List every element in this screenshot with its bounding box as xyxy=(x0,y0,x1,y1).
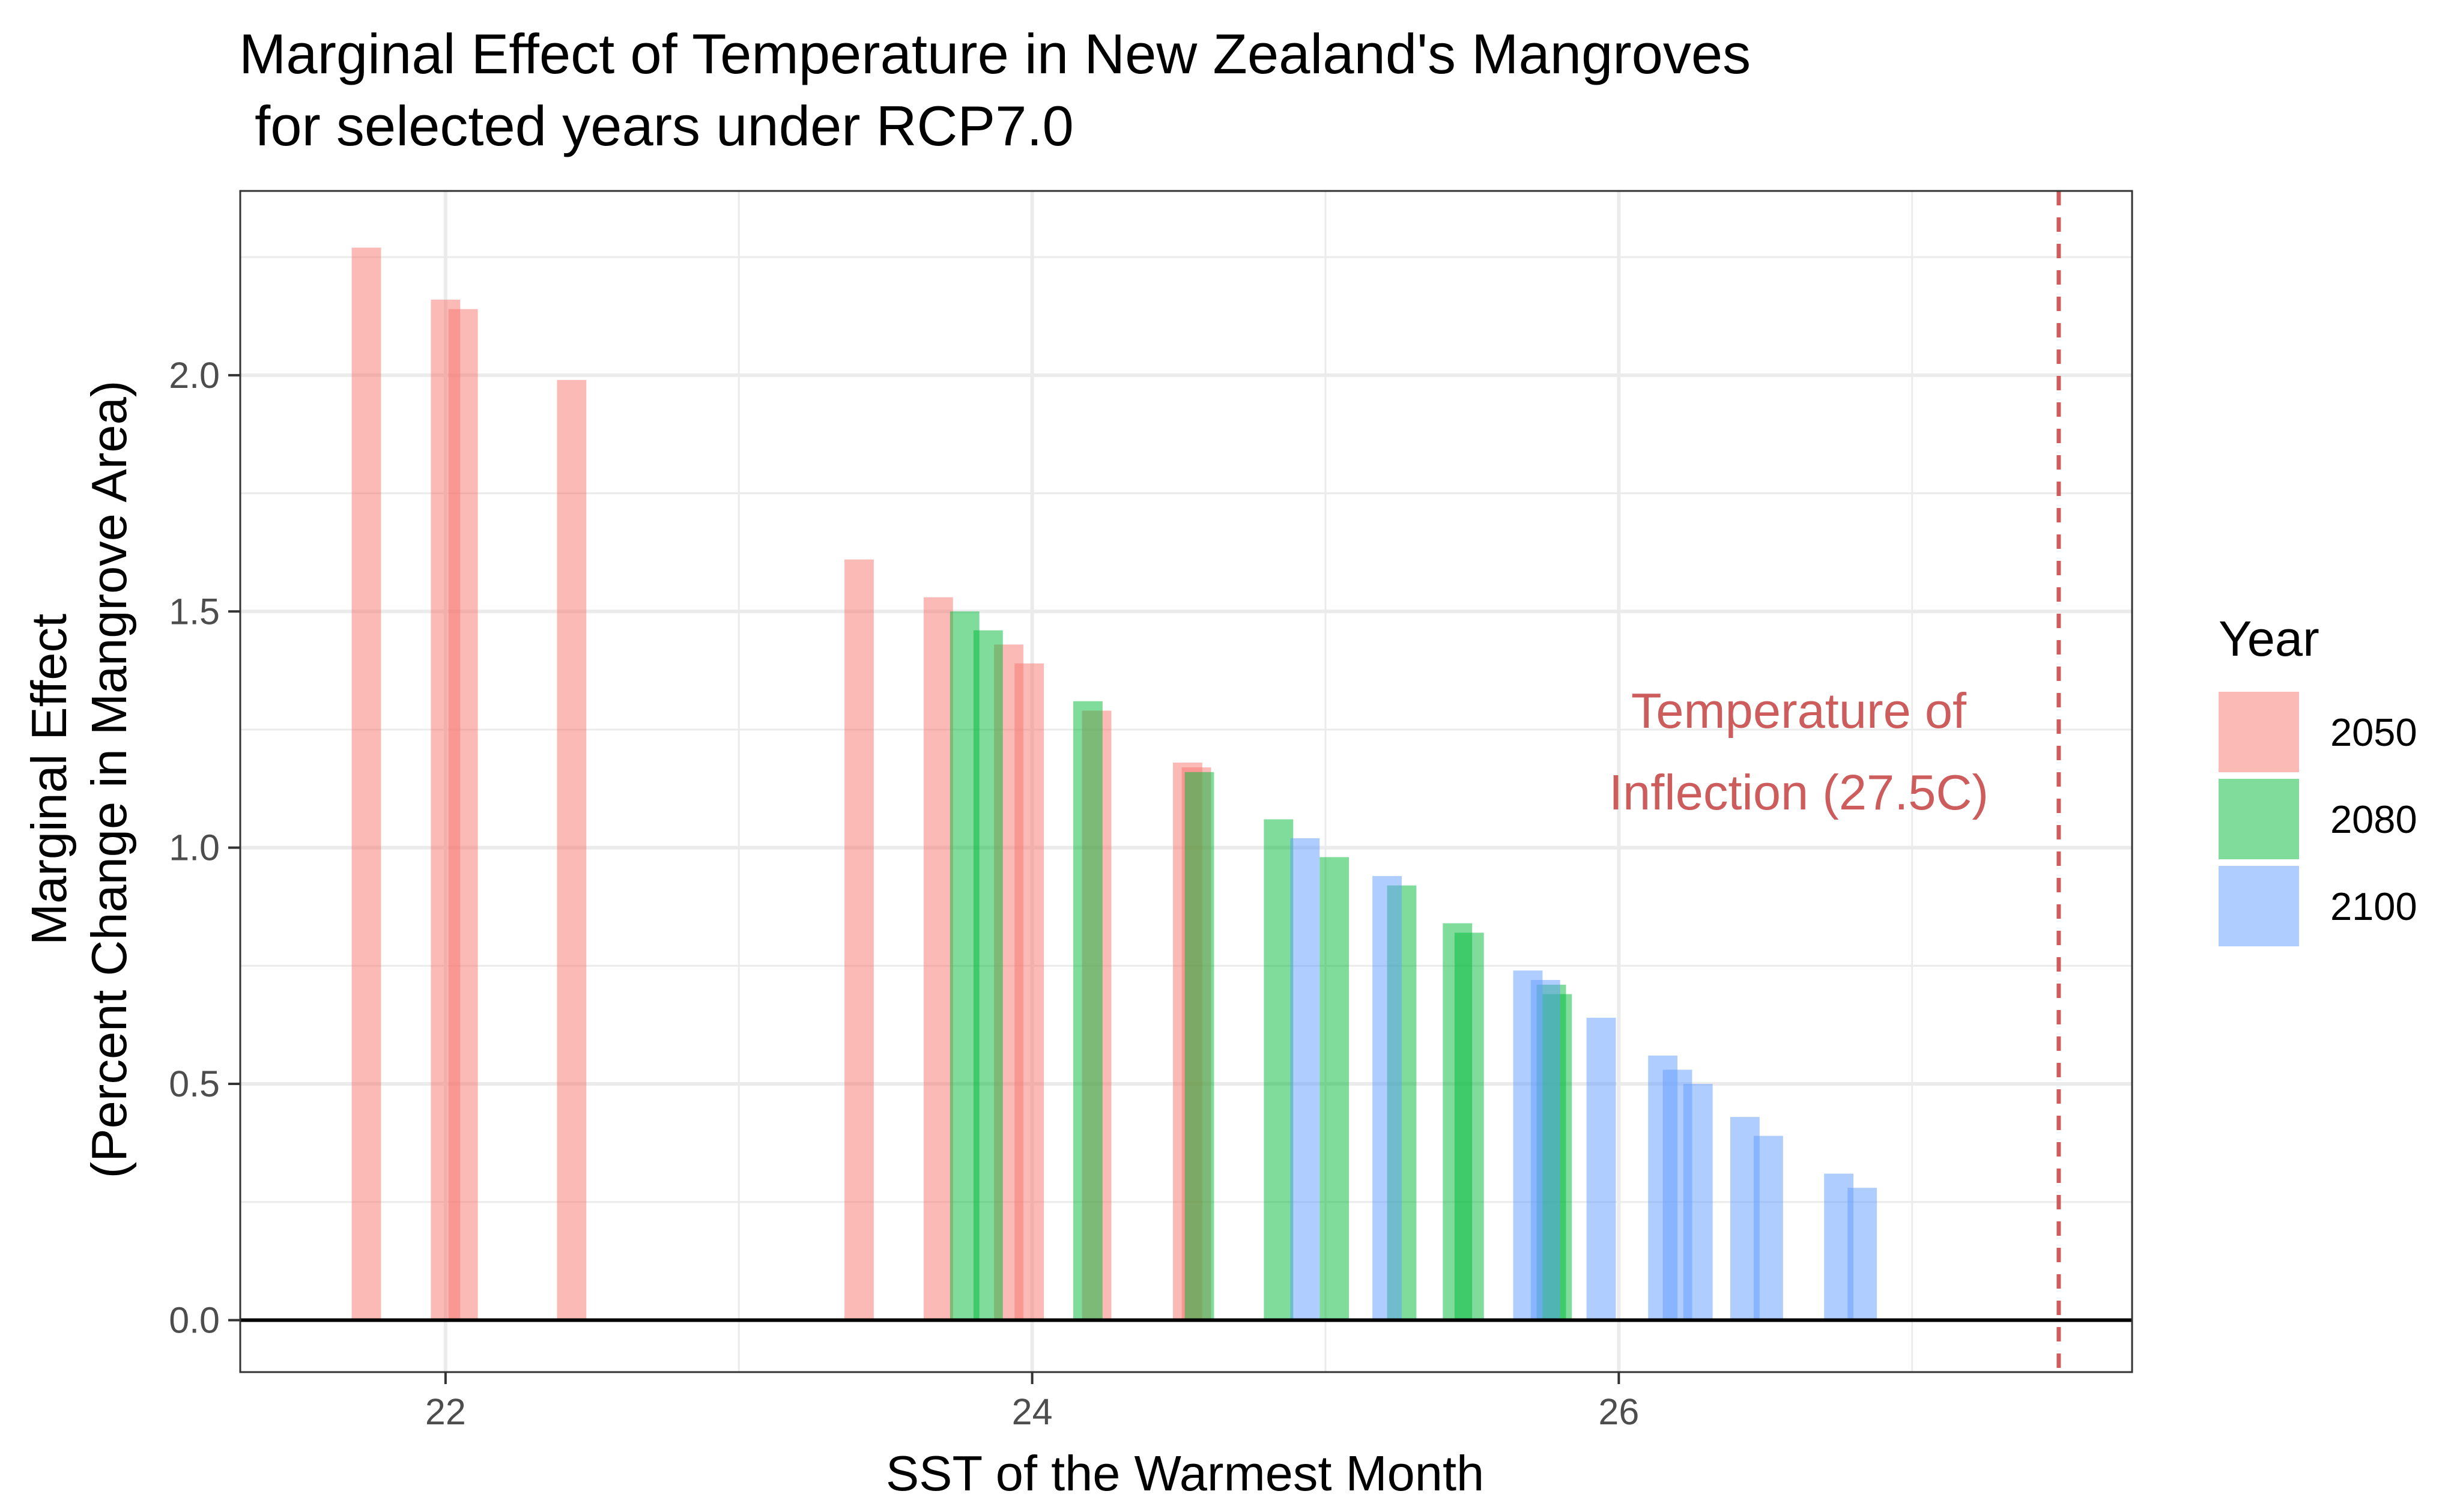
y-tick-label: 0.0 xyxy=(169,1299,220,1340)
bar-2080 xyxy=(973,630,1003,1320)
x-tick-label: 24 xyxy=(1012,1391,1053,1432)
bar-2100 xyxy=(1847,1188,1877,1320)
x-axis-title: SST of the Warmest Month xyxy=(886,1445,1484,1501)
bar-2050 xyxy=(351,247,381,1320)
legend-title: Year xyxy=(2219,611,2319,667)
bar-2100 xyxy=(1586,1017,1616,1320)
x-tick-label: 26 xyxy=(1598,1391,1639,1432)
y-tick-label: 1.0 xyxy=(169,827,220,868)
legend-key-2080 xyxy=(2219,779,2299,859)
bar-2100 xyxy=(1683,1084,1713,1320)
legend-label-2050: 2050 xyxy=(2330,710,2417,754)
bar-2050 xyxy=(557,380,587,1320)
panel-border xyxy=(239,190,2133,1373)
legend-key-2100 xyxy=(2219,866,2299,946)
chart-subtitle: for selected years under RCP7.0 xyxy=(239,94,1074,157)
bar-2050 xyxy=(1014,663,1044,1320)
bar-2080 xyxy=(1264,819,1294,1320)
legend: 2050 2080 2100 xyxy=(2219,692,2417,946)
y-tick-label: 1.5 xyxy=(169,591,220,632)
legend-label-2100: 2100 xyxy=(2330,885,2417,928)
bar-2080 xyxy=(1454,933,1484,1320)
chart-title: Marginal Effect of Temperature in New Ze… xyxy=(239,22,1751,85)
series-2100 xyxy=(1290,838,1877,1320)
bar-2100 xyxy=(1290,838,1320,1320)
bars-layer xyxy=(351,247,1877,1320)
legend-key-2050 xyxy=(2219,692,2299,772)
y-axis-title-line2: (Percent Change in Mangrove Area) xyxy=(81,381,137,1179)
y-tick-label: 0.5 xyxy=(169,1063,220,1104)
inflection-label-line2: Inflection (27.5C) xyxy=(1609,764,1989,820)
x-tick-label: 22 xyxy=(425,1391,466,1432)
inflection-label-line1: Temperature of xyxy=(1631,683,1967,739)
bar-2050 xyxy=(844,559,874,1320)
bar-2050 xyxy=(923,597,953,1320)
bar-2080 xyxy=(1073,701,1103,1320)
y-axis-title-line1: Marginal Effect xyxy=(21,614,77,945)
bar-2080 xyxy=(1184,772,1214,1320)
bar-2080 xyxy=(1319,857,1350,1320)
bar-2100 xyxy=(1530,979,1560,1320)
y-tick-label: 2.0 xyxy=(169,355,220,396)
legend-label-2080: 2080 xyxy=(2330,797,2417,841)
bar-2100 xyxy=(1372,875,1402,1320)
bar-2050 xyxy=(448,309,478,1320)
bar-2100 xyxy=(1754,1136,1783,1320)
